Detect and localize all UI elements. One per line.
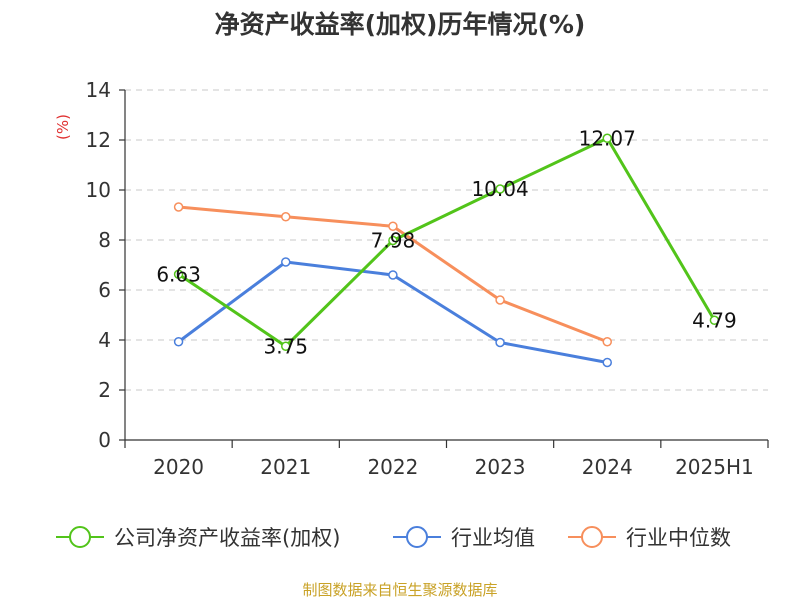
data-label: 10.04: [471, 177, 528, 201]
data-point: [281, 341, 291, 351]
x-tick-label: 2021: [260, 455, 311, 479]
data-point: [602, 357, 612, 368]
data-label: 12.07: [579, 126, 636, 150]
y-tick-label: 4: [98, 328, 111, 352]
data-label: 4.79: [692, 308, 737, 332]
data-point: [173, 202, 184, 212]
data-point: [495, 295, 505, 305]
data-point: [388, 221, 398, 231]
data-point: [173, 337, 184, 347]
y-tick-label: 6: [98, 278, 111, 302]
data-point: [388, 235, 398, 246]
data-point: [495, 337, 505, 348]
y-tick-label: 8: [98, 228, 111, 252]
x-tick-label: 2024: [582, 455, 633, 479]
data-point: [602, 133, 612, 143]
x-tick-label: 2022: [367, 455, 418, 479]
data-point: [173, 269, 184, 279]
legend: 公司净资产收益率(加权) 行业均值 行业中位数: [56, 526, 731, 550]
legend-label: 行业均值: [451, 526, 535, 550]
data-point: [281, 212, 291, 222]
y-tick-label: 10: [86, 178, 111, 202]
legend-marker: [581, 526, 603, 548]
x-tick-label: 2025H1: [675, 455, 754, 479]
data-label: 3.75: [263, 334, 308, 358]
data-point: [709, 315, 720, 325]
y-tick-labels: 0 2 4 6 8 10 12 14: [86, 78, 111, 452]
data-label: 6.63: [156, 262, 201, 286]
legend-label: 行业中位数: [626, 526, 731, 550]
chart-title: 净资产收益率(加权)历年情况(%): [215, 10, 586, 39]
x-tick-labels: 2020 2021 2022 2023 2024 2025H1: [153, 455, 754, 479]
data-label: 7.98: [371, 229, 416, 253]
y-tick-label: 2: [98, 378, 111, 402]
x-tick-label: 2020: [153, 455, 204, 479]
data-point: [602, 337, 612, 347]
x-tick-label: 2023: [475, 455, 526, 479]
data-point: [495, 184, 505, 194]
y-tick-label: 12: [86, 128, 111, 152]
series-group: [173, 133, 720, 368]
y-axis-unit-label: (%): [54, 114, 72, 140]
data-point: [281, 257, 291, 267]
axes: [119, 89, 769, 448]
data-labels: 6.63 3.75 7.98 10.04 12.07 4.79: [156, 126, 736, 358]
y-tick-label: 14: [86, 78, 111, 102]
grid-lines: [125, 89, 768, 391]
data-source-note: 制图数据来自恒生聚源数据库: [302, 581, 497, 599]
legend-marker: [406, 526, 428, 548]
legend-label: 公司净资产收益率(加权): [114, 526, 340, 550]
data-point: [388, 270, 398, 280]
legend-marker: [69, 526, 91, 548]
y-tick-label: 0: [98, 428, 111, 452]
series-line: [177, 136, 716, 348]
